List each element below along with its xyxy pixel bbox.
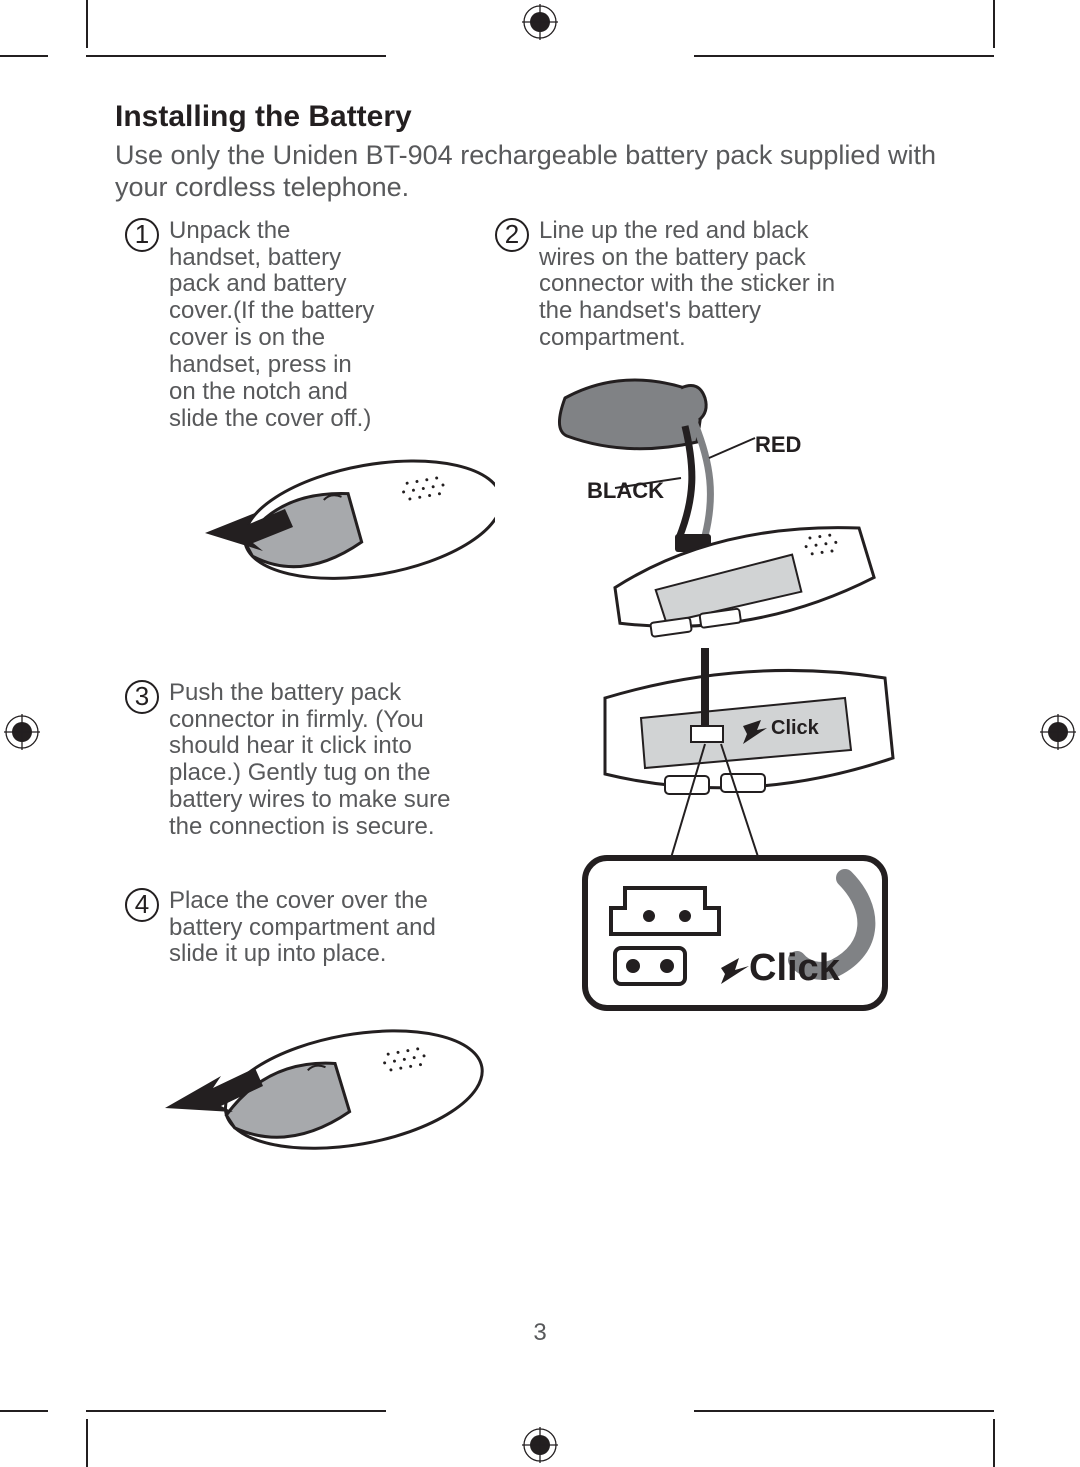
manual-page: Installing the Battery Use only the Unid… [0, 0, 1080, 1467]
registration-mark-top [522, 4, 558, 40]
label-black: BLACK [587, 478, 664, 504]
margin-line [694, 55, 994, 57]
margin-line [86, 55, 386, 57]
step-4: 4 Place the cover over the battery compa… [125, 888, 465, 969]
content-area: Installing the Battery Use only the Unid… [115, 100, 965, 1287]
illustration-click-connector: Click [545, 648, 915, 1028]
step-number-1: 1 [125, 218, 159, 252]
margin-line [694, 1410, 994, 1412]
step-text-4: Place the cover over the battery compart… [169, 888, 465, 969]
step-3: 3 Push the battery pack connector in fir… [125, 680, 465, 841]
illustration-handset-cover-off [135, 423, 495, 613]
label-red: RED [755, 432, 801, 458]
step-number-2: 2 [495, 218, 529, 252]
crop-line [86, 1419, 88, 1467]
registration-mark-bottom [522, 1427, 558, 1463]
intro-paragraph: Use only the Uniden BT-904 rechargeable … [115, 140, 965, 204]
crop-line [993, 0, 995, 48]
illustration-cover-on [125, 988, 485, 1188]
steps-container: 1 Unpack the handset, battery pack and b… [115, 218, 965, 1218]
registration-mark-right [1040, 714, 1076, 750]
margin-line [86, 1410, 386, 1412]
step-text-3: Push the battery pack connector in firml… [169, 680, 465, 841]
label-click-small: Click [771, 717, 820, 739]
step-text-2: Line up the red and black wires on the b… [539, 218, 855, 352]
step-2: 2 Line up the red and black wires on the… [495, 218, 855, 352]
crop-line [993, 1419, 995, 1467]
registration-mark-left [4, 714, 40, 750]
crop-line [86, 0, 88, 48]
crop-line [0, 55, 48, 57]
step-number-3: 3 [125, 680, 159, 714]
page-number: 3 [0, 1319, 1080, 1347]
label-click-big: Click [749, 947, 841, 989]
illustration-battery-wires [495, 368, 895, 648]
step-text-1: Unpack the handset, battery pack and bat… [169, 218, 375, 433]
step-number-4: 4 [125, 888, 159, 922]
section-title: Installing the Battery [115, 100, 965, 134]
step-1: 1 Unpack the handset, battery pack and b… [125, 218, 375, 433]
crop-line [0, 1410, 48, 1412]
